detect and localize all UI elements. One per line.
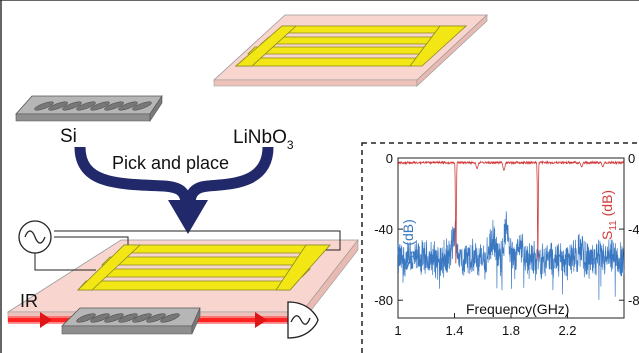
y-right-tick-label: 0 bbox=[628, 151, 635, 166]
x-tick-label: 1.4 bbox=[445, 323, 463, 338]
si-label: Si bbox=[60, 126, 77, 147]
y-left-axis-label: S21 (dB) bbox=[400, 219, 420, 270]
y-right-axis-label: S11 (dB) bbox=[599, 190, 619, 240]
y-left-tick-label: -80 bbox=[374, 293, 393, 308]
rf-source-icon bbox=[18, 220, 52, 254]
chart-plot-area bbox=[397, 157, 625, 319]
ir-label: IR bbox=[20, 291, 38, 311]
y-right-tick-label: -8 bbox=[628, 293, 639, 308]
x-tick-label: 1 bbox=[394, 323, 401, 338]
series-s11-trace bbox=[397, 160, 625, 264]
sparam-chart: 1 1.4 1.8 2.2 0-40-80 0-4-8 Frequency(GHz) … bbox=[374, 151, 639, 338]
x-axis-ticks: 1 1.4 1.8 2.2 bbox=[394, 313, 577, 338]
idt-electrode-top bbox=[234, 25, 468, 67]
pick-and-place-label: Pick and place bbox=[112, 153, 229, 173]
series-s21-trace bbox=[397, 211, 625, 300]
y-right-axis-ticks: 0 -4 -8 bbox=[619, 151, 639, 308]
series-s21-line bbox=[397, 211, 625, 300]
series-s11-line bbox=[397, 160, 625, 264]
pick-and-place-arrow bbox=[74, 146, 274, 234]
photodetector-icon bbox=[287, 301, 319, 339]
x-tick-label: 2.2 bbox=[558, 323, 576, 338]
x-tick-label: 1.8 bbox=[502, 323, 520, 338]
si-chip bbox=[15, 95, 163, 122]
linbo3-substrate-top bbox=[212, 14, 489, 87]
y-left-tick-label: -40 bbox=[374, 222, 393, 237]
y-left-tick-label: 0 bbox=[386, 151, 393, 166]
x-axis-label: Frequency(GHz) bbox=[466, 301, 569, 317]
linbo3-label: LiNbO3 bbox=[233, 127, 294, 152]
y-left-axis-ticks: 0 -40 -80 bbox=[374, 151, 403, 308]
si-gratings bbox=[34, 101, 152, 111]
y-right-tick-label: -4 bbox=[628, 222, 639, 237]
si-chip-placed bbox=[61, 307, 201, 335]
rf-wires bbox=[34, 222, 341, 271]
idt-electrode-bottom bbox=[77, 244, 331, 291]
